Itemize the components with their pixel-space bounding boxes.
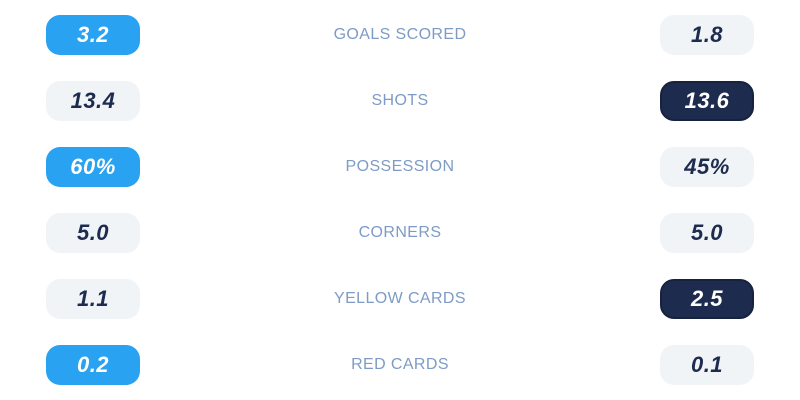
home-value-pill: 5.0: [46, 213, 140, 253]
stat-row-red-cards: 0.2 RED CARDS 0.1: [0, 332, 800, 398]
stat-label: YELLOW CARDS: [334, 290, 466, 307]
home-value-pill: 3.2: [46, 15, 140, 55]
away-value-pill: 13.6: [660, 81, 754, 121]
stat-label: GOALS SCORED: [333, 26, 467, 43]
home-value-pill: 60%: [46, 147, 140, 187]
stat-row-corners: 5.0 CORNERS 5.0: [0, 200, 800, 266]
away-value-pill: 1.8: [660, 15, 754, 55]
stat-row-possession: 60% POSSESSION 45%: [0, 134, 800, 200]
away-value-pill: 45%: [660, 147, 754, 187]
stat-label: POSSESSION: [345, 158, 455, 175]
home-value-pill: 13.4: [46, 81, 140, 121]
stat-label: SHOTS: [371, 92, 429, 109]
stat-row-yellow-cards: 1.1 YELLOW CARDS 2.5: [0, 266, 800, 332]
stat-label: RED CARDS: [351, 356, 449, 373]
away-value-pill: 0.1: [660, 345, 754, 385]
stat-label: CORNERS: [358, 224, 442, 241]
stat-row-shots: 13.4 SHOTS 13.6: [0, 68, 800, 134]
away-value-pill: 2.5: [660, 279, 754, 319]
home-value-pill: 1.1: [46, 279, 140, 319]
home-value-pill: 0.2: [46, 345, 140, 385]
stat-row-goals-scored: 3.2 GOALS SCORED 1.8: [0, 2, 800, 68]
away-value-pill: 5.0: [660, 213, 754, 253]
